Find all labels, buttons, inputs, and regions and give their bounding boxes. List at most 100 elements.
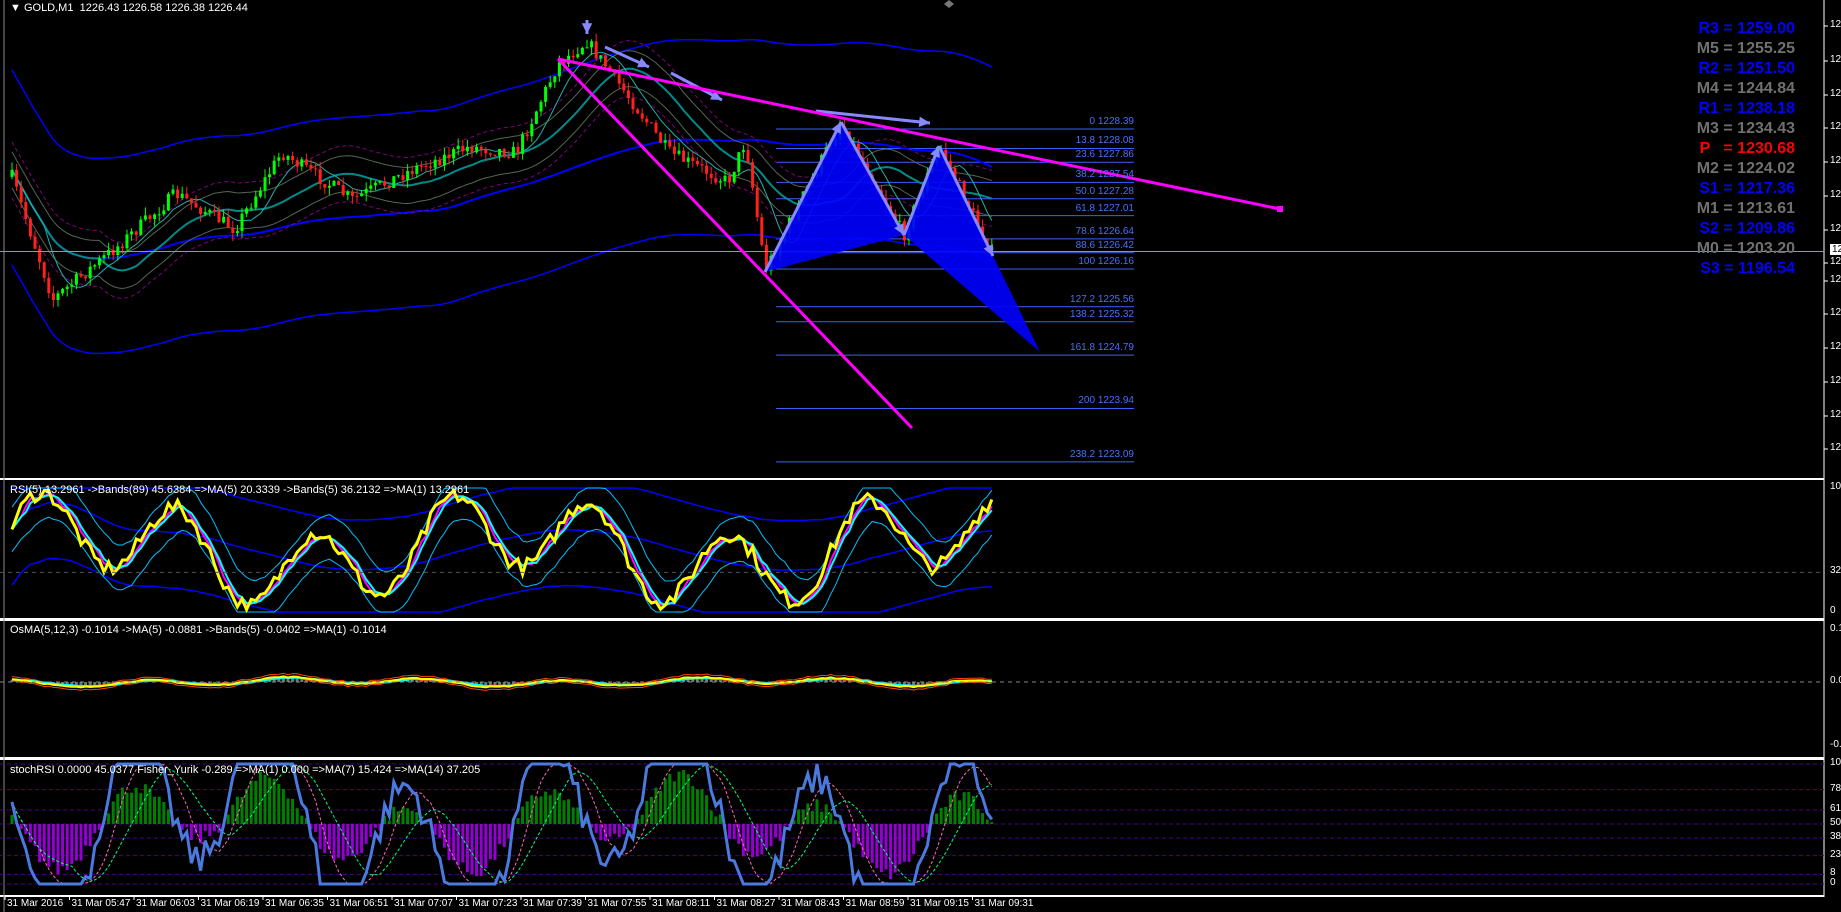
candle-body	[470, 146, 474, 153]
candle-body	[659, 132, 663, 143]
candle-body	[327, 185, 331, 188]
candle-body	[33, 236, 37, 249]
candle-body	[166, 193, 170, 211]
candle-body	[415, 165, 419, 174]
candle-body	[15, 169, 19, 187]
pivot-label: M2 = 1224.02	[1696, 160, 1795, 177]
candle-body	[235, 231, 239, 234]
rsi-signal-line	[11, 494, 993, 606]
candle-body	[626, 90, 630, 99]
candle-body	[373, 182, 377, 186]
candle-body	[74, 273, 78, 285]
candle-body	[79, 273, 83, 277]
candle-body	[300, 159, 304, 167]
time-axis-label: 31 Mar 09:31	[974, 898, 1034, 909]
time-axis-label: 31 Mar 07:07	[394, 898, 453, 909]
candle-body	[323, 184, 327, 188]
candle-body	[948, 160, 952, 168]
candle-body	[562, 61, 566, 64]
stoch_axis-label: 78.6	[1830, 782, 1841, 794]
candle-body	[686, 157, 690, 162]
candle-body	[240, 213, 244, 232]
time-axis-label: 31 Mar 07:55	[587, 898, 647, 909]
price-axis-label: 122	[1830, 256, 1841, 267]
candle-body	[341, 185, 345, 196]
candle-body	[672, 146, 676, 154]
price-axis-label: 122	[1830, 307, 1841, 318]
candle-body	[553, 76, 557, 83]
candle-body	[199, 207, 203, 215]
candle-body	[387, 185, 391, 188]
stoch_axis-label: 0	[1830, 877, 1836, 888]
candle-body	[65, 286, 69, 290]
arrow-icon	[839, 121, 906, 236]
candle-body	[498, 149, 502, 156]
dropdown-triangle-icon[interactable]: ▼	[10, 2, 24, 14]
pivot-label: R1 = 1238.18	[1698, 100, 1795, 117]
arrow-icon-head	[710, 90, 722, 100]
candle-body	[148, 215, 152, 220]
candle-body	[479, 146, 483, 150]
arrow-icon-head	[918, 116, 930, 128]
candle-body	[360, 193, 364, 197]
fib-level-label: 161.8 1224.79	[1070, 342, 1134, 354]
candle-body	[898, 220, 902, 222]
price-axis-label: 122	[1830, 223, 1841, 234]
stoch_axis-label: 100	[1830, 757, 1841, 768]
candle-body	[521, 134, 525, 154]
candle-body	[709, 173, 713, 179]
fib-level-label: 100 1226.16	[1078, 256, 1134, 268]
candle-body	[24, 202, 28, 219]
candle-body	[61, 289, 65, 294]
rsi-band-upper	[12, 487, 992, 522]
candle-body	[263, 177, 267, 191]
candle-body	[180, 193, 184, 198]
candle-body	[245, 208, 249, 214]
candle-body	[668, 140, 672, 147]
price-axis-label: 122	[1830, 341, 1841, 352]
candle-body	[314, 168, 318, 170]
pivot-label: M5 = 1255.25	[1696, 40, 1795, 57]
fib-level-label: 38.2 1227.54	[1075, 169, 1134, 181]
candle-body	[97, 258, 101, 266]
candle-body	[493, 154, 497, 156]
fib-level-label: 0 1228.39	[1089, 116, 1135, 127]
pivot-label: S3 = 1196.54	[1700, 260, 1795, 277]
candle-body	[272, 160, 276, 175]
candle-body	[590, 41, 594, 48]
candle-body	[222, 216, 226, 223]
candle-body	[254, 196, 258, 208]
candle-body	[410, 170, 414, 174]
pivot-label: M1 = 1213.61	[1696, 200, 1795, 217]
candle-body	[576, 54, 580, 58]
panel-separator	[0, 757, 1824, 760]
candle-body	[723, 175, 727, 182]
candle-body	[682, 150, 686, 162]
price-axis-label: 122	[1830, 442, 1841, 453]
panel-separator	[0, 895, 1824, 897]
osma-line	[11, 675, 992, 689]
time-axis-label: 31 Mar 08:11	[652, 898, 711, 909]
stoch_axis-label: 50	[1830, 817, 1841, 828]
candle-body	[107, 250, 111, 256]
rsi-band-lower	[11, 557, 992, 613]
osma_axis-label: -0.1	[1830, 739, 1841, 750]
candle-body	[525, 134, 529, 137]
candle-body	[291, 156, 295, 161]
candle-body	[162, 210, 166, 215]
candle-body	[695, 160, 699, 165]
price-axis-label: 122	[1830, 375, 1841, 386]
pivot-label: R3 = 1259.00	[1698, 20, 1795, 37]
candle-body	[396, 175, 400, 177]
candle-body	[203, 212, 207, 215]
candle-body	[249, 207, 253, 209]
candle-body	[663, 140, 667, 143]
candle-body	[93, 265, 97, 267]
candle-body	[691, 157, 695, 161]
candle-body	[332, 180, 336, 186]
pivot-label: M4 = 1244.84	[1696, 80, 1795, 97]
candle-body	[958, 179, 962, 182]
candle-body	[406, 170, 410, 181]
candle-body	[645, 118, 649, 123]
